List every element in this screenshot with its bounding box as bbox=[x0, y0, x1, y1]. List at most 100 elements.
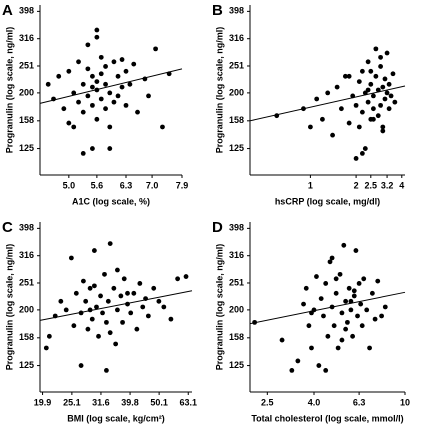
point bbox=[46, 333, 52, 339]
point bbox=[378, 64, 383, 69]
point bbox=[115, 307, 120, 313]
point bbox=[329, 255, 335, 261]
panel-label: C bbox=[2, 219, 13, 236]
point bbox=[90, 73, 95, 79]
point bbox=[105, 298, 111, 304]
point bbox=[107, 241, 113, 246]
point bbox=[384, 50, 390, 56]
point bbox=[153, 46, 158, 52]
y-axis-title: Progranulin (log scale, ng/ml) bbox=[214, 27, 224, 154]
y-tick-label: 316 bbox=[229, 250, 244, 260]
point bbox=[151, 285, 157, 291]
point bbox=[369, 290, 375, 296]
point bbox=[353, 102, 359, 108]
point bbox=[346, 285, 352, 291]
point bbox=[120, 319, 125, 325]
point bbox=[115, 73, 121, 79]
y-tick-label: 125 bbox=[19, 360, 34, 370]
x-tick-label: 63.1 bbox=[179, 397, 197, 407]
point bbox=[183, 274, 189, 279]
point bbox=[107, 330, 113, 336]
point bbox=[380, 124, 386, 130]
point bbox=[66, 120, 72, 126]
point bbox=[331, 323, 337, 329]
point bbox=[365, 87, 371, 93]
point bbox=[359, 323, 365, 329]
point bbox=[94, 304, 99, 310]
point bbox=[128, 310, 134, 316]
y-tick-label: 398 bbox=[19, 223, 34, 233]
y-tick-label: 251 bbox=[229, 277, 244, 287]
point bbox=[96, 333, 101, 339]
point bbox=[85, 326, 91, 332]
x-axis-title: A1C (log scale, %) bbox=[72, 196, 150, 206]
point bbox=[118, 293, 124, 299]
point bbox=[94, 27, 100, 33]
panel-label: D bbox=[212, 219, 223, 236]
x-tick-label: 25.1 bbox=[63, 397, 81, 407]
point bbox=[308, 124, 313, 130]
y-tick-label: 398 bbox=[19, 6, 34, 16]
point bbox=[90, 146, 95, 151]
x-tick-label: 7.0 bbox=[146, 180, 159, 190]
point bbox=[113, 341, 119, 347]
trend-line bbox=[39, 290, 193, 321]
point bbox=[378, 54, 383, 60]
point bbox=[127, 81, 133, 87]
point bbox=[373, 73, 379, 79]
point bbox=[368, 68, 374, 74]
point bbox=[168, 316, 174, 322]
point bbox=[145, 313, 151, 319]
y-tick-label: 200 bbox=[19, 87, 34, 97]
point bbox=[367, 345, 372, 351]
point bbox=[359, 151, 365, 156]
point bbox=[333, 290, 339, 296]
x-tick-label: 10 bbox=[400, 397, 410, 407]
point bbox=[103, 81, 108, 87]
point bbox=[125, 290, 130, 296]
panel: 125 158 200 251 316 398 1 2 2.5 3.2 4 hsCRP (log sc… bbox=[212, 2, 406, 206]
point bbox=[356, 79, 362, 84]
point bbox=[98, 96, 104, 102]
point bbox=[103, 64, 108, 69]
point bbox=[89, 316, 95, 322]
x-tick-label: 19.9 bbox=[34, 397, 52, 407]
point bbox=[73, 290, 79, 296]
point bbox=[346, 73, 352, 79]
point bbox=[342, 73, 348, 79]
point bbox=[362, 146, 368, 151]
x-tick-label: 50.1 bbox=[150, 397, 168, 407]
point bbox=[353, 156, 359, 161]
point bbox=[356, 281, 362, 286]
point bbox=[337, 271, 343, 277]
point bbox=[85, 42, 91, 48]
point bbox=[100, 310, 105, 316]
point bbox=[58, 298, 64, 304]
point bbox=[392, 99, 398, 105]
point bbox=[81, 278, 86, 284]
panel: 125 158 200 251 316 398 5.0 5.6 6.3 7.0 7.9 A1C (lo… bbox=[2, 2, 188, 206]
point bbox=[390, 71, 396, 77]
trend-line bbox=[39, 68, 183, 104]
point bbox=[71, 90, 77, 96]
point bbox=[131, 290, 137, 296]
point bbox=[320, 116, 325, 122]
panel-label: B bbox=[212, 2, 223, 19]
x-tick-label: 31.6 bbox=[92, 397, 110, 407]
y-axis-title: Progranulin (log scale, ng/ml) bbox=[214, 244, 224, 371]
point bbox=[160, 124, 165, 130]
point bbox=[85, 66, 91, 72]
point bbox=[380, 128, 386, 134]
point bbox=[348, 307, 354, 313]
point bbox=[94, 34, 100, 40]
point bbox=[94, 79, 100, 84]
point bbox=[279, 337, 285, 343]
y-tick-label: 158 bbox=[19, 115, 34, 125]
x-tick-label: 5.6 bbox=[91, 180, 104, 190]
x-axis-title: BMI (log scale, kg/cm²) bbox=[67, 413, 165, 423]
point bbox=[375, 113, 381, 119]
point bbox=[386, 81, 392, 87]
point bbox=[355, 313, 360, 319]
point bbox=[175, 276, 181, 282]
point bbox=[368, 81, 374, 87]
